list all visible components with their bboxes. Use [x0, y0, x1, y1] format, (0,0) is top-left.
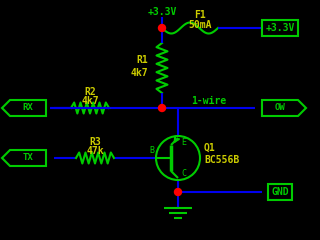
Text: B: B [149, 146, 154, 155]
Text: +3.3V: +3.3V [265, 23, 295, 33]
Text: OW: OW [275, 103, 285, 113]
Text: GND: GND [271, 187, 289, 197]
Text: 4k7: 4k7 [130, 68, 148, 78]
Circle shape [158, 24, 165, 31]
Text: R1: R1 [136, 55, 148, 65]
Text: R3: R3 [89, 137, 101, 147]
Text: Q1: Q1 [204, 143, 216, 153]
Text: 50mA: 50mA [188, 20, 212, 30]
Text: +3.3V: +3.3V [147, 7, 177, 17]
Text: 4k7: 4k7 [81, 96, 99, 106]
Text: 1-wire: 1-wire [191, 96, 226, 106]
Text: C: C [181, 169, 186, 178]
Text: RX: RX [23, 103, 33, 113]
Text: E: E [181, 138, 186, 147]
Text: BC556B: BC556B [204, 155, 239, 165]
Text: F1: F1 [194, 10, 206, 20]
Circle shape [174, 188, 181, 196]
Text: 47k: 47k [86, 146, 104, 156]
Circle shape [158, 104, 165, 112]
Text: R2: R2 [84, 87, 96, 97]
Text: TX: TX [23, 154, 33, 162]
